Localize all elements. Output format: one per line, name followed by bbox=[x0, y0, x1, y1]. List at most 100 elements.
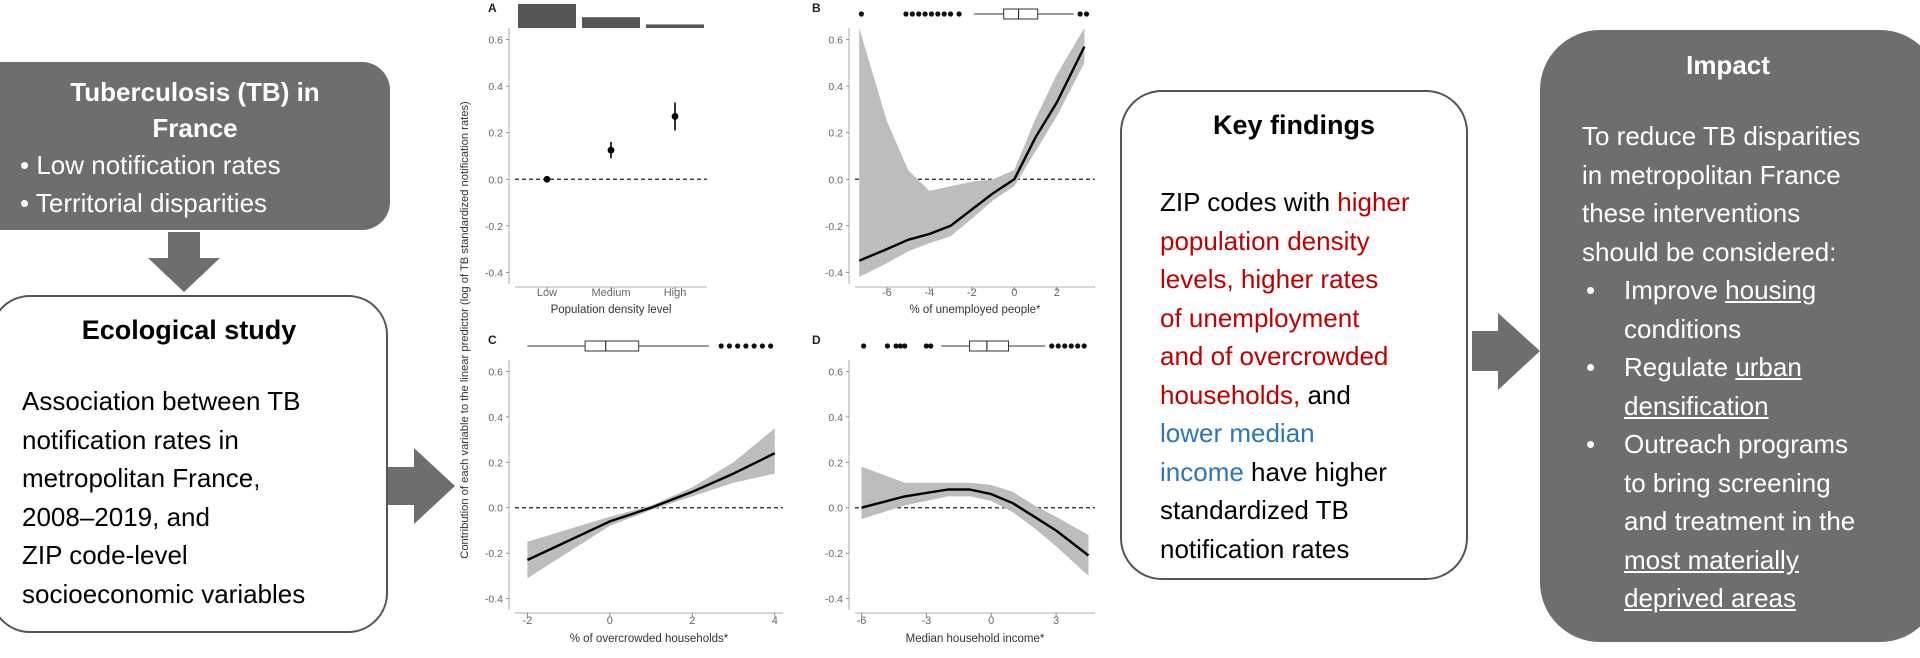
right-arrow-2 bbox=[1472, 313, 1540, 390]
eco-body-line: 2008–2019, and bbox=[22, 501, 210, 532]
y-tick-label: 0.2 bbox=[488, 128, 503, 140]
impact-bullet: • Improve housing conditions bbox=[1582, 271, 1920, 348]
y-tick-label: 0.4 bbox=[828, 81, 843, 93]
findings-segment: lower median bbox=[1160, 418, 1315, 448]
boxplot-outlier bbox=[1075, 343, 1081, 349]
bullet-dot-icon: • bbox=[1586, 429, 1596, 459]
x-tick-label: -2 bbox=[522, 615, 532, 627]
impact-intro: To reduce TB disparities in metropolitan … bbox=[1582, 117, 1920, 271]
impact-bullet-segment: housing bbox=[1725, 275, 1817, 305]
boxplot-outlier bbox=[923, 343, 929, 349]
data-point bbox=[607, 146, 615, 154]
boxplot-outlier bbox=[1062, 343, 1068, 349]
fitted-line bbox=[526, 452, 776, 562]
impact-bullet-line: deprived areas bbox=[1624, 579, 1920, 618]
frequency-bar bbox=[518, 4, 576, 28]
impact-title: Impact bbox=[1686, 50, 1770, 80]
y-tick-label: 0.6 bbox=[828, 366, 843, 378]
findings-line: levels, higher rates bbox=[1160, 260, 1456, 299]
fitted-line bbox=[858, 46, 1086, 262]
impact-intro-line: should be considered: bbox=[1582, 236, 1837, 267]
findings-line: and of overcrowded bbox=[1160, 337, 1456, 376]
impact-bullet: • Regulate urban densification bbox=[1582, 348, 1920, 425]
bullet-dot-icon: • bbox=[1586, 352, 1596, 382]
frequency-bar bbox=[646, 24, 704, 28]
bullet-dot-icon: • bbox=[1586, 275, 1596, 305]
x-axis-label: % of unemployed people* bbox=[909, 304, 1041, 316]
boxplot-outlier bbox=[956, 11, 962, 17]
boxplot-outlier bbox=[935, 11, 941, 17]
x-tick-label: 4 bbox=[772, 615, 778, 627]
y-tick-label: 0.0 bbox=[828, 174, 843, 186]
y-tick-label: 0.6 bbox=[488, 366, 503, 378]
findings-segment: standardized TB bbox=[1160, 495, 1349, 525]
boxplot-outlier bbox=[1077, 11, 1083, 17]
eco-body-line: socioeconomic variables bbox=[22, 578, 306, 609]
x-axis-label: % of overcrowded households* bbox=[570, 633, 729, 645]
tb-title-line1: Tuberculosis (TB) in bbox=[70, 77, 320, 107]
boxplot-outlier bbox=[1068, 343, 1074, 349]
findings-segment: income bbox=[1160, 456, 1244, 487]
x-axis-label: Median household income* bbox=[906, 633, 1045, 645]
x-tick-label: High bbox=[664, 287, 687, 299]
confidence-band bbox=[527, 428, 775, 579]
findings-line: population density bbox=[1160, 222, 1456, 261]
x-tick-label: -3 bbox=[921, 615, 931, 627]
x-tick-label: 0 bbox=[988, 615, 994, 627]
y-tick-label: 0.6 bbox=[828, 35, 843, 47]
findings-segment: levels, higher rates bbox=[1160, 264, 1379, 294]
boxplot-box bbox=[969, 340, 1010, 352]
data-point bbox=[543, 175, 551, 183]
findings-body: ZIP codes with higher population density l… bbox=[1160, 183, 1456, 568]
y-tick-label: 0.2 bbox=[828, 457, 843, 469]
tb-bullet: • Low notification rates bbox=[20, 150, 281, 180]
findings-segment: ZIP codes with bbox=[1160, 187, 1338, 217]
y-tick-label: 0.4 bbox=[828, 412, 843, 424]
ecological-study-box: Ecological study Association between TB n… bbox=[0, 295, 388, 633]
eco-body-line: Association between TB bbox=[22, 386, 301, 416]
findings-line: income have higher bbox=[1160, 453, 1456, 492]
y-tick-label: -0.2 bbox=[485, 548, 503, 560]
impact-bullet-segment: Outreach programs bbox=[1624, 429, 1848, 459]
impact-bullet-line: densification bbox=[1624, 387, 1920, 426]
panel-letter: A bbox=[488, 1, 497, 15]
y-tick-label: 0.0 bbox=[828, 503, 843, 515]
x-tick-label: -6 bbox=[857, 615, 867, 627]
y-tick-label: -0.2 bbox=[485, 221, 503, 233]
findings-line: notification rates bbox=[1160, 530, 1456, 569]
impact-bullet-line: Regulate urban bbox=[1624, 348, 1920, 387]
findings-segment: higher bbox=[1337, 187, 1410, 217]
panel-letter: C bbox=[488, 333, 497, 347]
impact-bullet-line: and treatment in the bbox=[1624, 502, 1920, 541]
impact-bullets: • Improve housing conditions • Regulate urba… bbox=[1582, 271, 1920, 618]
x-tick-label: 0 bbox=[607, 615, 613, 627]
boxplot-outlier bbox=[718, 343, 724, 349]
data-point bbox=[671, 113, 679, 120]
impact-bullet-segment: densification bbox=[1624, 390, 1769, 421]
boxplot-outlier bbox=[909, 11, 915, 17]
effects-figure: Contribution of each variable to the lin… bbox=[459, 1, 1095, 645]
findings-line: of unemployment bbox=[1160, 299, 1456, 338]
y-tick-label: 0.6 bbox=[488, 35, 503, 47]
impact-bullet-segment: deprived areas bbox=[1624, 583, 1796, 613]
impact-bullet-segment: and treatment in the bbox=[1624, 506, 1856, 536]
x-tick-label: Medium bbox=[591, 287, 630, 299]
boxplot-outlier bbox=[768, 343, 774, 349]
x-tick-label: 2 bbox=[689, 615, 695, 627]
y-tick-label: 0.0 bbox=[488, 503, 503, 515]
findings-segment: and of overcrowded bbox=[1160, 341, 1389, 371]
y-tick-label: -0.4 bbox=[825, 267, 843, 279]
x-tick-label: -6 bbox=[882, 287, 892, 299]
boxplot-outlier bbox=[941, 11, 947, 17]
confidence-band bbox=[859, 28, 1085, 277]
eco-body: Association between TB notification rates… bbox=[22, 382, 376, 613]
impact-bullet-segment: Improve bbox=[1624, 275, 1726, 305]
boxplot-outlier bbox=[858, 11, 864, 17]
boxplot-outlier bbox=[916, 11, 922, 17]
y-tick-label: -0.4 bbox=[825, 594, 843, 606]
impact-bullet-line: most materially bbox=[1624, 541, 1920, 580]
y-tick-label: 0.2 bbox=[488, 457, 503, 469]
boxplot-outlier bbox=[903, 11, 909, 17]
boxplot-box bbox=[1003, 8, 1039, 20]
tb-bullets: • Low notification rates • Territorial d… bbox=[10, 146, 380, 222]
